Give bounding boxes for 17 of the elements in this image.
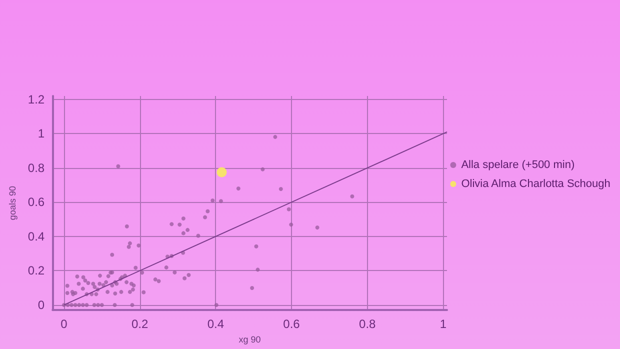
y-tick-label: 1 [38,126,45,141]
y-tick-label: 0.4 [28,229,45,244]
x-tick-label: 0.4 [207,317,224,332]
y-tick-label: 0.8 [28,160,45,175]
y-tick-label: 1.2 [28,92,45,106]
x-tick-label: 0 [60,317,68,332]
legend-label: Olivia Alma Charlotta Schough [461,178,610,190]
y-tick-label: 0 [38,298,45,312]
legend-label: Alla spelare (+500 min) [461,159,575,171]
y-axis-title: goals 90 [8,186,18,220]
x-tick-label: 0.6 [283,317,300,332]
x-axis-title: xg 90 [238,334,261,344]
y-tick-label: 0.2 [28,264,45,278]
x-tick-label: 1 [440,317,447,332]
x-tick-label: 0.2 [131,317,148,332]
x-tick-label: 0.8 [359,317,376,332]
y-tick-label: 0.6 [28,195,45,210]
